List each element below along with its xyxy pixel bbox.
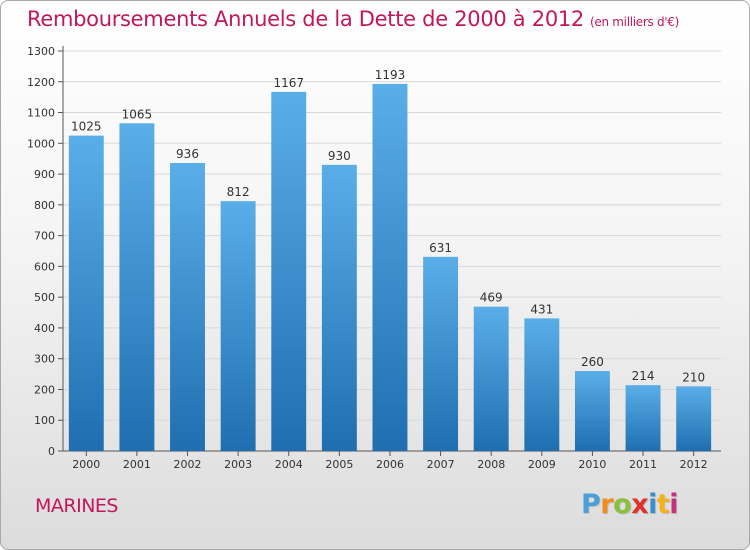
x-tick-label: 2012 (680, 458, 708, 471)
y-tick-label: 500 (34, 291, 55, 304)
y-tick-label: 600 (34, 260, 55, 273)
x-tick-label: 2002 (174, 458, 202, 471)
bar-2001 (119, 123, 155, 452)
value-label: 631 (429, 241, 452, 255)
x-tick-label: 2006 (376, 458, 404, 471)
value-label: 930 (328, 149, 351, 163)
value-label: 1065 (122, 107, 153, 121)
value-label: 1025 (71, 120, 102, 134)
x-tick-label: 2008 (477, 458, 505, 471)
value-label: 812 (227, 185, 250, 199)
value-label: 469 (480, 291, 503, 305)
value-label: 210 (682, 370, 705, 384)
value-label: 431 (530, 302, 553, 316)
proxiti-logo: Proxiti (581, 489, 679, 520)
x-tick-label: 2001 (123, 458, 151, 471)
y-tick-label: 0 (48, 445, 55, 458)
chart-title: Remboursements Annuels de la Dette de 20… (27, 7, 680, 31)
value-labels: 1025 1065 936 812 1167 930 1193 631 469 431 260 214… (71, 68, 705, 384)
bar-2008 (473, 306, 509, 451)
x-tick-label: 2005 (325, 458, 353, 471)
bar-2004 (271, 91, 307, 451)
y-tick-label: 200 (34, 383, 55, 396)
x-tick-label: 2011 (629, 458, 657, 471)
x-tick-label: 2003 (224, 458, 252, 471)
value-label: 260 (581, 355, 604, 369)
logo-letter: P (581, 489, 601, 520)
x-tick-label: 2004 (275, 458, 303, 471)
bar-2006 (372, 83, 408, 451)
y-tick-label: 1100 (27, 107, 55, 120)
chart-subtitle: (en milliers d'€) (590, 15, 680, 29)
x-tick-label: 2007 (427, 458, 455, 471)
y-tick-label: 800 (34, 199, 55, 212)
value-label: 936 (176, 147, 199, 161)
bar-2010 (574, 371, 610, 451)
x-tick-label: 2010 (578, 458, 606, 471)
bar-2007 (423, 256, 459, 451)
bars (68, 83, 712, 452)
bar-2002 (170, 163, 205, 451)
y-tick-label: 700 (34, 230, 55, 243)
bar-2012 (676, 386, 712, 451)
logo-letter: i (669, 489, 679, 520)
x-tick-label: 2000 (72, 458, 100, 471)
bar-2000 (68, 135, 104, 451)
value-label: 1193 (375, 68, 406, 82)
y-tick-label: 100 (34, 414, 55, 427)
value-label: 1167 (273, 76, 304, 90)
y-tick-label: 1000 (27, 137, 55, 150)
bar-2005 (321, 164, 357, 451)
x-tick-label: 2009 (528, 458, 556, 471)
logo-letter: i (648, 489, 657, 520)
logo-letter: o (613, 489, 632, 520)
y-tick-label: 900 (34, 168, 55, 181)
value-label: 214 (632, 369, 655, 383)
y-tick-label: 400 (34, 322, 55, 335)
y-tick-label: 1300 (27, 45, 55, 58)
y-tick-label: 1200 (27, 76, 55, 89)
y-tick-labels: 0 100 200 300 400 500 600 700 800 900 1000 1100 1200… (27, 45, 55, 458)
logo-letter: t (656, 489, 670, 520)
town-name: MARINES (35, 495, 118, 517)
bar-2003 (220, 201, 256, 451)
logo-letter: r (600, 489, 614, 520)
logo-letter: x (631, 489, 649, 520)
x-tick-labels: 2000 2001 2002 2003 2004 2005 2006 2007 2008 2009… (72, 458, 707, 471)
bar-2011 (625, 385, 661, 451)
bar-2009 (524, 318, 560, 451)
y-tick-label: 300 (34, 353, 55, 366)
